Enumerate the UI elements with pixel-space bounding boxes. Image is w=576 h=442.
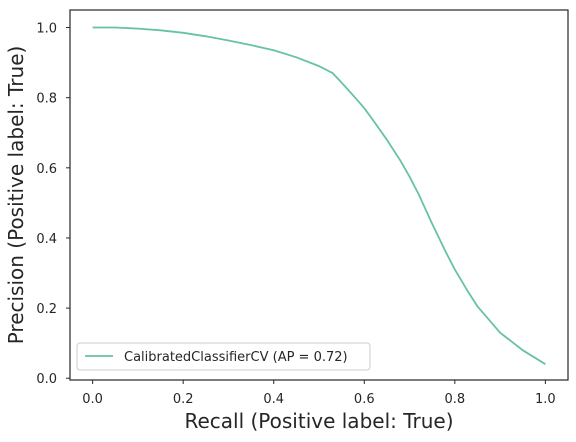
x-tick-label: 0.8 — [444, 392, 465, 407]
x-tick-label: 0.6 — [354, 392, 375, 407]
y-tick-label: 0.6 — [36, 162, 57, 177]
y-tick-label: 0.0 — [36, 372, 57, 387]
series-line — [92, 26, 546, 365]
y-tick-label: 0.2 — [36, 302, 57, 317]
x-axis-label: Recall (Positive label: True) — [184, 409, 453, 433]
x-tick-label: 0.2 — [173, 392, 194, 407]
plot-area — [69, 9, 569, 381]
x-tick-label: 1.0 — [535, 392, 556, 407]
x-tick-label: 0.0 — [82, 392, 103, 407]
legend-label: CalibratedClassifierCV (AP = 0.72) — [124, 350, 348, 365]
x-tick-label: 0.4 — [263, 392, 284, 407]
y-tick-label: 1.0 — [36, 22, 57, 37]
y-axis-label: Precision (Positive label: True) — [4, 46, 28, 345]
y-tick-label: 0.4 — [36, 232, 57, 247]
x-axis-ticks: 0.0 0.2 0.4 0.6 0.8 1.0 — [82, 380, 556, 407]
legend: CalibratedClassifierCV (AP = 0.72) — [76, 342, 371, 371]
y-tick-label: 0.8 — [36, 92, 57, 107]
legend-box — [76, 342, 371, 371]
y-axis-ticks: 0.0 0.2 0.4 0.6 0.8 1.0 — [36, 22, 70, 387]
